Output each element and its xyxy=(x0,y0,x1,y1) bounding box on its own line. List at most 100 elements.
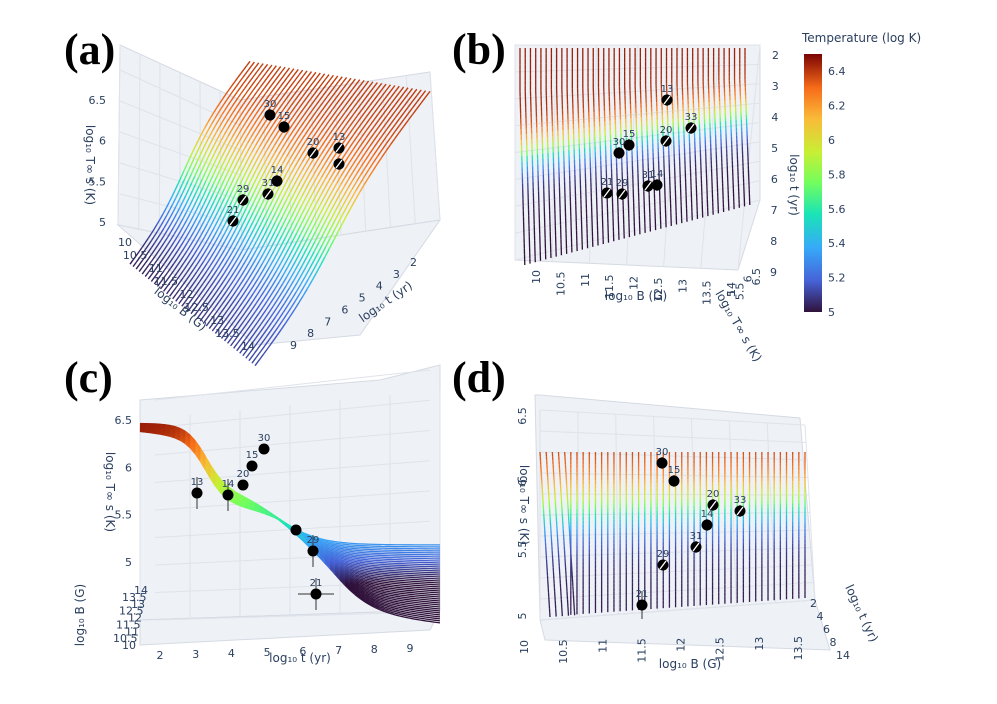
surface-curve-segment xyxy=(274,223,280,233)
surface-curve-segment xyxy=(349,148,355,156)
surface-curve-segment xyxy=(337,76,343,83)
surface-curve-segment xyxy=(239,286,245,294)
grid-line xyxy=(117,44,121,226)
surface-curve-segment xyxy=(353,128,359,135)
surface-curve-segment xyxy=(374,568,381,571)
surface-curve-segment xyxy=(233,161,239,169)
surface-curve-segment xyxy=(227,183,232,192)
surface-curve-segment xyxy=(328,181,334,190)
surface-curve-segment xyxy=(213,203,219,211)
surface-curve-segment xyxy=(224,208,229,217)
surface-curve-segment xyxy=(286,269,292,278)
surface-curve-segment xyxy=(303,103,308,109)
surface-curve-segment xyxy=(163,223,168,229)
surface-curve-segment xyxy=(246,129,252,136)
surface-curve-segment xyxy=(255,162,261,170)
surface-curve-segment xyxy=(244,263,250,271)
surface-curve-segment xyxy=(170,241,175,248)
grid-line xyxy=(239,99,243,251)
surface-curve-segment xyxy=(345,147,351,154)
surface-curve-segment xyxy=(245,116,250,123)
surface-curve-segment xyxy=(374,573,381,576)
surface-curve-segment xyxy=(223,309,229,316)
surface-curve-segment xyxy=(244,157,250,165)
surface-curve-segment xyxy=(327,96,333,103)
surface-curve-segment xyxy=(182,219,188,227)
surface-curve-segment xyxy=(269,130,275,137)
surface-curve-segment xyxy=(180,178,186,186)
surface-curve-segment xyxy=(263,182,269,190)
surface-curve-segment xyxy=(199,260,205,268)
surface-curve-segment xyxy=(236,87,241,93)
surface-curve-segment xyxy=(195,281,201,288)
surface-curve-segment xyxy=(271,203,277,212)
surface-curve-segment xyxy=(138,253,143,259)
surface-curve-segment xyxy=(297,169,303,178)
surface-curve-segment xyxy=(178,298,183,305)
surface-curve-segment xyxy=(323,206,329,216)
surface-curve-segment xyxy=(308,116,314,123)
surface-curve-segment xyxy=(261,128,267,135)
surface-curve-segment xyxy=(293,185,299,194)
surface-curve-segment xyxy=(221,324,227,332)
surface-curve-segment xyxy=(394,104,401,112)
surface-curve-segment xyxy=(229,279,235,287)
surface-curve-segment xyxy=(253,125,259,132)
surface-curve-segment xyxy=(357,143,363,151)
surface-curve-segment xyxy=(226,174,232,183)
surface-curve-segment xyxy=(225,142,230,150)
surface-curve-segment xyxy=(197,305,202,312)
surface-curve-segment xyxy=(160,277,165,283)
surface-curve-segment xyxy=(316,177,323,185)
surface-curve-segment xyxy=(217,330,223,337)
surface-curve-segment xyxy=(250,338,257,345)
surface-curve-segment xyxy=(347,83,353,90)
surface-curve-segment xyxy=(193,233,198,241)
surface-curve-segment xyxy=(216,178,221,187)
surface-curve-segment xyxy=(220,241,226,249)
surface-curve-segment xyxy=(206,233,212,241)
surface-curve-segment xyxy=(198,178,203,187)
surface-curve-segment xyxy=(309,158,315,166)
surface-curve-segment xyxy=(199,253,205,260)
surface-curve-segment xyxy=(195,288,200,295)
surface-curve-segment xyxy=(228,144,234,151)
surface-curve-segment xyxy=(226,261,232,269)
surface-curve-segment xyxy=(209,315,215,322)
surface-curve-segment xyxy=(266,229,272,239)
z-tick-label: 5.5 xyxy=(733,283,746,301)
surface-curve-segment xyxy=(241,93,247,99)
surface-curve-segment xyxy=(324,171,330,180)
surface-curve-segment xyxy=(359,569,366,572)
surface-curve-segment xyxy=(356,90,362,98)
surface-curve-segment xyxy=(186,259,191,266)
surface-curve-segment xyxy=(150,276,156,282)
surface-curve-segment xyxy=(176,223,181,230)
surface-curve-segment xyxy=(270,212,276,222)
surface-curve-segment xyxy=(364,80,370,87)
surface-curve-segment xyxy=(340,118,346,125)
surface-curve-segment xyxy=(361,104,367,111)
surface-curve-segment xyxy=(292,84,298,90)
surface-curve-segment xyxy=(225,319,231,326)
surface-curve-segment xyxy=(201,127,206,134)
surface-curve-segment xyxy=(237,114,242,121)
surface-curve-segment xyxy=(194,168,199,177)
surface-curve-segment xyxy=(172,206,177,213)
surface-curve-segment xyxy=(230,263,236,271)
surface-curve-segment xyxy=(328,108,334,116)
surface-curve-segment xyxy=(222,93,227,99)
surface-curve-segment xyxy=(379,579,386,582)
surface-curve-segment xyxy=(267,277,273,285)
surface-curve-segment xyxy=(303,109,309,115)
surface-curve-segment xyxy=(217,222,222,230)
surface-curve-segment xyxy=(339,87,344,94)
surface-curve-segment xyxy=(238,328,244,336)
surface-curve-segment xyxy=(349,550,356,553)
surface-curve-segment xyxy=(199,213,205,221)
surface-curve-segment xyxy=(244,69,249,75)
surface-curve-segment xyxy=(202,270,208,277)
surface-curve-segment xyxy=(156,218,161,225)
surface-curve-segment xyxy=(297,178,303,187)
surface-curve-segment xyxy=(251,106,257,113)
